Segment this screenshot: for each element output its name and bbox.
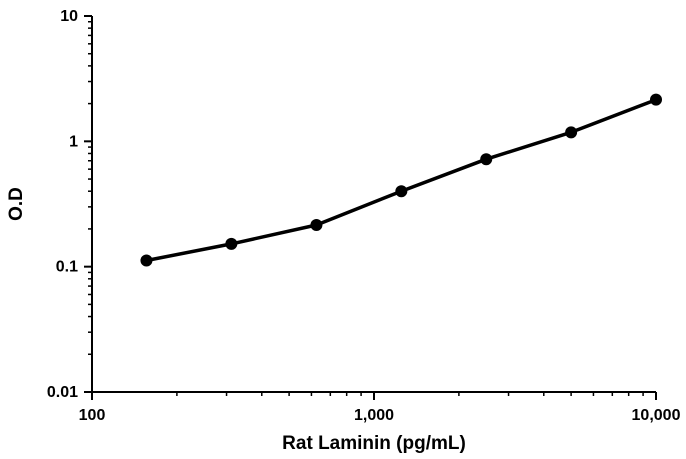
x-tick-label: 100: [79, 407, 106, 424]
data-point: [480, 153, 493, 166]
y-tick-label: 0.1: [56, 259, 78, 276]
data-point: [140, 254, 153, 267]
y-axis: 0.01 0.1 1 10: [47, 8, 93, 401]
x-axis: 100 1,000 10,000: [79, 391, 681, 424]
y-tick-label: 10: [60, 8, 78, 25]
data-point: [650, 93, 662, 106]
y-tick-label: 1: [69, 133, 78, 150]
x-axis-title: Rat Laminin (pg/mL): [282, 433, 466, 454]
data-point: [565, 126, 578, 139]
data-point: [395, 185, 408, 198]
x-tick-label: 1,000: [354, 407, 394, 424]
data-point: [225, 237, 238, 250]
series-layer: [140, 93, 662, 267]
y-axis-title: O.D: [6, 187, 27, 221]
y-tick-label: 0.01: [47, 384, 78, 401]
data-point: [310, 219, 323, 232]
series-line: [146, 98, 657, 263]
x-tick-label: 10,000: [632, 407, 681, 424]
